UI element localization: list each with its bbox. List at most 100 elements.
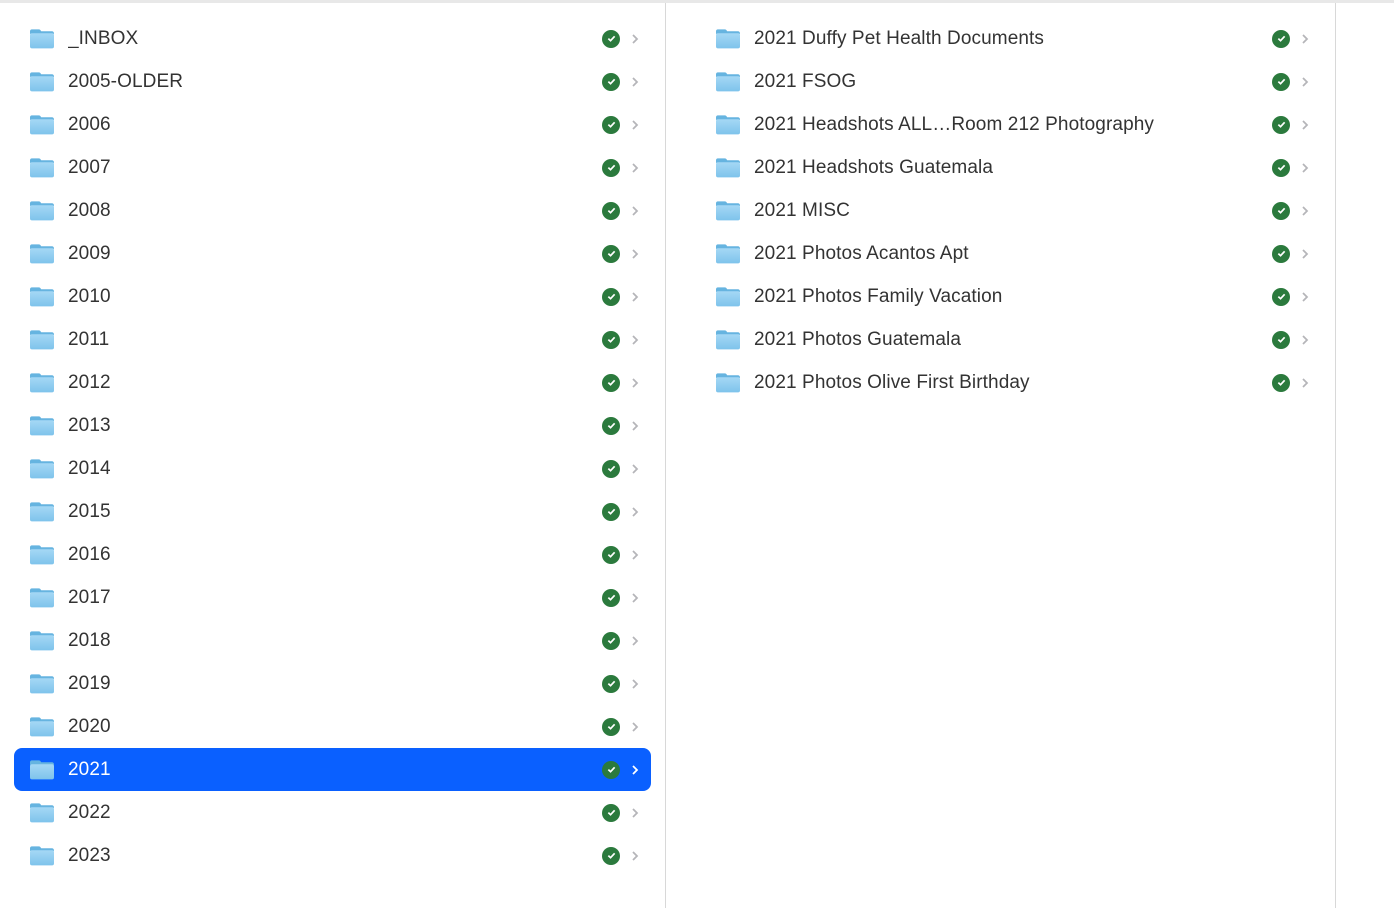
sync-status-badge bbox=[1272, 245, 1290, 263]
folder-icon bbox=[28, 199, 56, 223]
sync-status-badge bbox=[1272, 288, 1290, 306]
sync-status-badge bbox=[1272, 116, 1290, 134]
folder-row[interactable]: 2017 bbox=[14, 576, 651, 619]
folder-row[interactable]: 2013 bbox=[14, 404, 651, 447]
sync-status-badge bbox=[602, 374, 620, 392]
folder-icon bbox=[714, 285, 742, 309]
folder-row[interactable]: 2011 bbox=[14, 318, 651, 361]
folder-icon bbox=[28, 328, 56, 352]
folder-icon bbox=[714, 371, 742, 395]
folder-icon bbox=[28, 629, 56, 653]
folder-row[interactable]: 2006 bbox=[14, 103, 651, 146]
sync-status-badge bbox=[1272, 331, 1290, 349]
folder-name-label: 2010 bbox=[68, 286, 595, 308]
folder-icon bbox=[714, 27, 742, 51]
sync-status-icon bbox=[1271, 330, 1291, 350]
folder-icon bbox=[28, 242, 56, 266]
sync-status-icon bbox=[601, 631, 621, 651]
sync-status-icon bbox=[601, 674, 621, 694]
folder-name-label: 2021 Photos Family Vacation bbox=[754, 286, 1265, 308]
finder-column-1[interactable]: _INBOX 2005-OLDER bbox=[0, 3, 666, 908]
folder-row[interactable]: 2021 bbox=[14, 748, 651, 791]
folder-icon bbox=[28, 242, 56, 266]
folder-name-label: 2016 bbox=[68, 544, 595, 566]
chevron-right-icon bbox=[627, 760, 643, 780]
sync-status-badge bbox=[1272, 374, 1290, 392]
folder-row[interactable]: 2016 bbox=[14, 533, 651, 576]
folder-name-label: 2007 bbox=[68, 157, 595, 179]
folder-name-label: 2017 bbox=[68, 587, 595, 609]
folder-icon bbox=[28, 672, 56, 696]
folder-row[interactable]: 2021 FSOG bbox=[700, 60, 1321, 103]
folder-icon bbox=[28, 844, 56, 868]
folder-row[interactable]: 2021 Photos Guatemala bbox=[700, 318, 1321, 361]
sync-status-badge bbox=[602, 159, 620, 177]
chevron-right-icon bbox=[1297, 244, 1313, 264]
folder-icon bbox=[714, 242, 742, 266]
folder-icon bbox=[714, 70, 742, 94]
folder-name-label: 2021 FSOG bbox=[754, 71, 1265, 93]
folder-row[interactable]: 2014 bbox=[14, 447, 651, 490]
folder-name-label: 2023 bbox=[68, 845, 595, 867]
folder-icon bbox=[28, 715, 56, 739]
chevron-right-icon bbox=[1297, 72, 1313, 92]
folder-icon bbox=[28, 285, 56, 309]
folder-row[interactable]: 2009 bbox=[14, 232, 651, 275]
folder-name-label: 2012 bbox=[68, 372, 595, 394]
sync-status-badge bbox=[602, 202, 620, 220]
folder-icon bbox=[714, 199, 742, 223]
sync-status-icon bbox=[1271, 287, 1291, 307]
folder-icon bbox=[28, 285, 56, 309]
folder-row[interactable]: 2023 bbox=[14, 834, 651, 877]
folder-row[interactable]: 2021 Photos Acantos Apt bbox=[700, 232, 1321, 275]
folder-icon bbox=[28, 543, 56, 567]
folder-row[interactable]: 2010 bbox=[14, 275, 651, 318]
folder-icon bbox=[28, 500, 56, 524]
sync-status-badge bbox=[602, 589, 620, 607]
folder-row[interactable]: 2007 bbox=[14, 146, 651, 189]
folder-row[interactable]: 2020 bbox=[14, 705, 651, 748]
sync-status-icon bbox=[1271, 72, 1291, 92]
folder-name-label: 2022 bbox=[68, 802, 595, 824]
folder-icon bbox=[28, 70, 56, 94]
folder-row[interactable]: 2021 Photos Olive First Birthday bbox=[700, 361, 1321, 404]
chevron-right-icon bbox=[627, 717, 643, 737]
folder-row[interactable]: 2021 Headshots Guatemala bbox=[700, 146, 1321, 189]
finder-column-view: _INBOX 2005-OLDER bbox=[0, 0, 1394, 908]
folder-row[interactable]: 2019 bbox=[14, 662, 651, 705]
folder-icon bbox=[28, 27, 56, 51]
sync-status-badge bbox=[602, 245, 620, 263]
folder-row[interactable]: 2021 Duffy Pet Health Documents bbox=[700, 17, 1321, 60]
folder-name-label: 2019 bbox=[68, 673, 595, 695]
folder-name-label: 2013 bbox=[68, 415, 595, 437]
folder-row[interactable]: 2005-OLDER bbox=[14, 60, 651, 103]
chevron-right-icon bbox=[1297, 330, 1313, 350]
folder-icon bbox=[28, 371, 56, 395]
finder-column-2[interactable]: 2021 Duffy Pet Health Documents 2021 FSO… bbox=[666, 3, 1336, 908]
folder-row[interactable]: 2022 bbox=[14, 791, 651, 834]
folder-row[interactable]: 2015 bbox=[14, 490, 651, 533]
folder-name-label: 2021 Photos Olive First Birthday bbox=[754, 372, 1265, 394]
folder-row[interactable]: 2008 bbox=[14, 189, 651, 232]
sync-status-icon bbox=[1271, 201, 1291, 221]
folder-row[interactable]: _INBOX bbox=[14, 17, 651, 60]
folder-row[interactable]: 2018 bbox=[14, 619, 651, 662]
chevron-right-icon bbox=[627, 631, 643, 651]
sync-status-badge bbox=[602, 30, 620, 48]
folder-row[interactable]: 2012 bbox=[14, 361, 651, 404]
folder-icon bbox=[28, 113, 56, 137]
chevron-right-icon bbox=[627, 29, 643, 49]
folder-row[interactable]: 2021 MISC bbox=[700, 189, 1321, 232]
folder-name-label: 2005-OLDER bbox=[68, 71, 595, 93]
folder-row[interactable]: 2021 Photos Family Vacation bbox=[700, 275, 1321, 318]
folder-icon bbox=[28, 328, 56, 352]
chevron-right-icon bbox=[627, 803, 643, 823]
folder-row[interactable]: 2021 Headshots ALL…Room 212 Photography bbox=[700, 103, 1321, 146]
sync-status-icon bbox=[601, 760, 621, 780]
folder-icon bbox=[28, 758, 56, 782]
folder-icon bbox=[714, 113, 742, 137]
sync-status-icon bbox=[601, 588, 621, 608]
sync-status-icon bbox=[601, 846, 621, 866]
sync-status-badge bbox=[602, 417, 620, 435]
folder-name-label: 2021 Photos Acantos Apt bbox=[754, 243, 1265, 265]
